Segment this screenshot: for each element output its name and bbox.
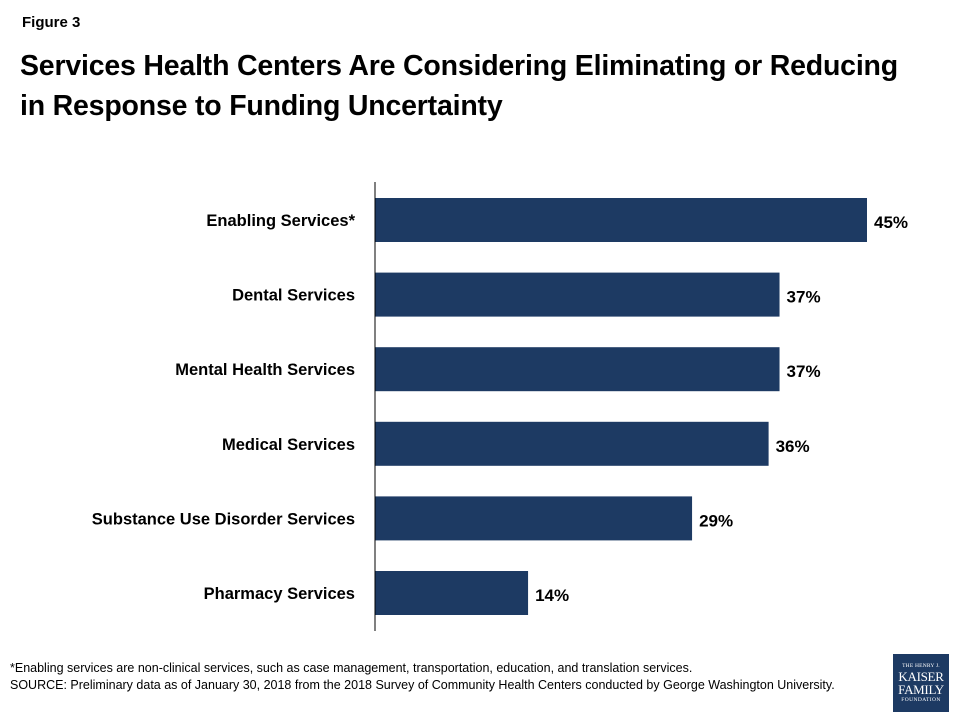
bar-5 bbox=[375, 571, 529, 615]
logo-line1: THE HENRY J. bbox=[902, 662, 940, 669]
category-label-5: Pharmacy Services bbox=[204, 585, 355, 603]
logo-line2: KAISER bbox=[898, 668, 944, 684]
bar-1 bbox=[375, 272, 780, 317]
logo-line3: FAMILY bbox=[898, 681, 944, 697]
footnote-source: SOURCE: Preliminary data as of January 3… bbox=[10, 677, 835, 692]
bar-0 bbox=[375, 198, 867, 242]
kff-logo: THE HENRY J. KAISER FAMILY FOUNDATION bbox=[893, 654, 949, 712]
bar-4 bbox=[375, 496, 693, 541]
footnote-note: *Enabling services are non-clinical serv… bbox=[10, 661, 693, 675]
category-label-2: Mental Health Services bbox=[175, 361, 355, 379]
bar-3 bbox=[375, 421, 769, 466]
category-label-1: Dental Services bbox=[232, 287, 355, 305]
category-label-0: Enabling Services* bbox=[206, 212, 355, 230]
chart-title: Services Health Centers Are Considering … bbox=[20, 50, 898, 122]
value-label-0: 45% bbox=[874, 213, 908, 232]
footnote: *Enabling services are non-clinical serv… bbox=[10, 660, 870, 693]
value-label-2: 37% bbox=[787, 362, 821, 381]
value-label-3: 36% bbox=[776, 437, 810, 456]
value-label-4: 29% bbox=[699, 511, 733, 530]
value-label-1: 37% bbox=[787, 288, 821, 307]
bar-chart: Enabling Services* 45% Dental Services 37% M… bbox=[92, 182, 908, 631]
logo-line4: FOUNDATION bbox=[901, 696, 941, 703]
category-label-3: Medical Services bbox=[222, 436, 355, 454]
value-label-5: 14% bbox=[535, 586, 569, 605]
bar-2 bbox=[375, 347, 780, 392]
category-label-4: Substance Use Disorder Services bbox=[92, 510, 355, 528]
figure-label: Figure 3 bbox=[22, 14, 81, 31]
